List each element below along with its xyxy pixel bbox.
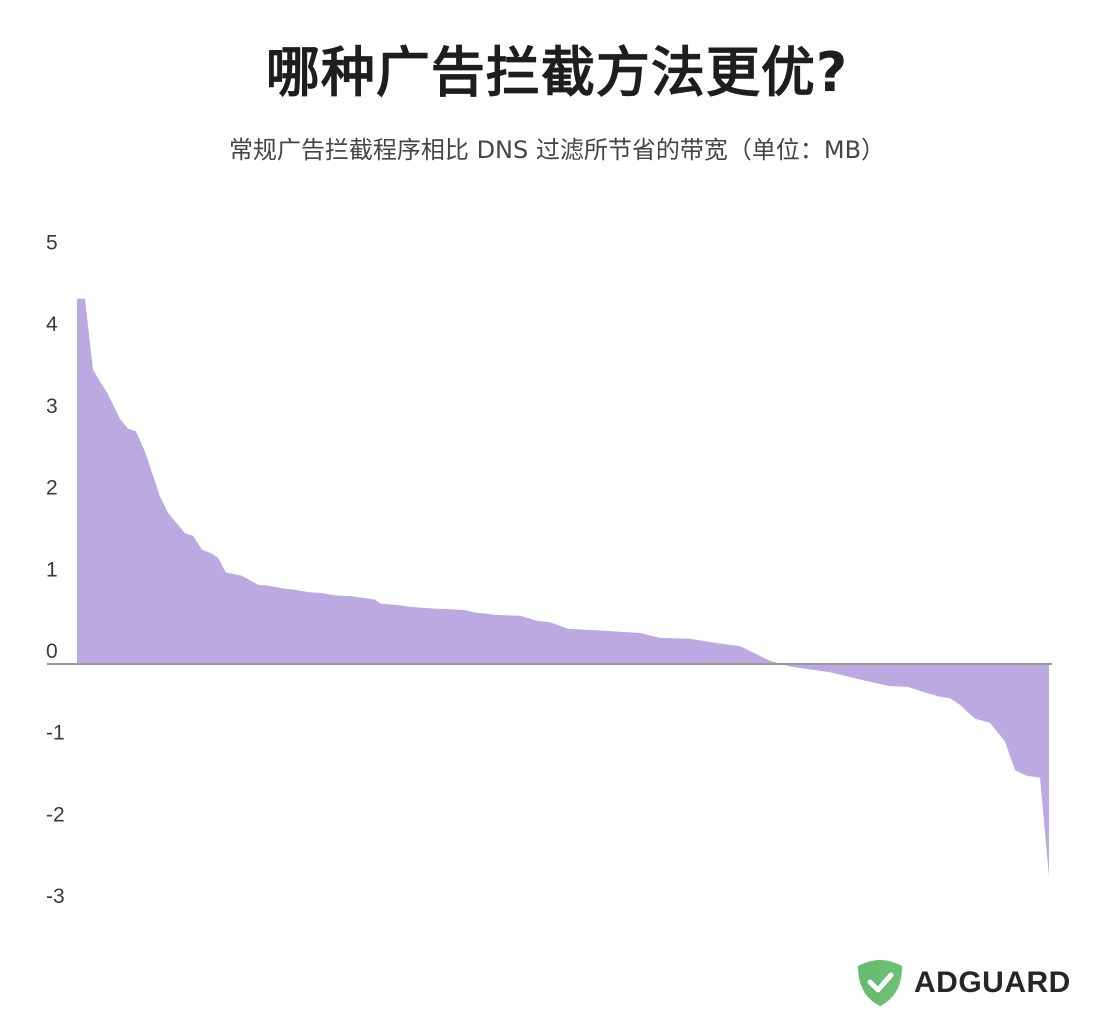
chart-subtitle: 常规广告拦截程序相比 DNS 过滤所节省的带宽（单位：MB） (228, 136, 886, 164)
y-tick-label: 5 (46, 232, 58, 255)
y-tick-label: -2 (46, 803, 65, 826)
brand-name: ADGUARD (914, 966, 1071, 999)
y-axis-ticks: 5 4 3 2 1 0 -1 -2 -3 (46, 232, 65, 909)
y-tick-label: -1 (46, 722, 65, 745)
y-tick-label: 1 (46, 558, 58, 581)
chart-title: 哪种广告拦截方法更优? (265, 41, 849, 104)
y-tick-label: 3 (46, 395, 58, 418)
y-tick-label: 4 (46, 313, 58, 336)
y-tick-label: 2 (46, 477, 58, 500)
y-tick-label: -3 (46, 885, 65, 908)
area-series (77, 298, 1049, 877)
shield-check-icon (858, 960, 902, 1006)
y-tick-label: 0 (46, 640, 58, 663)
adguard-logo: ADGUARD (856, 958, 1071, 1008)
